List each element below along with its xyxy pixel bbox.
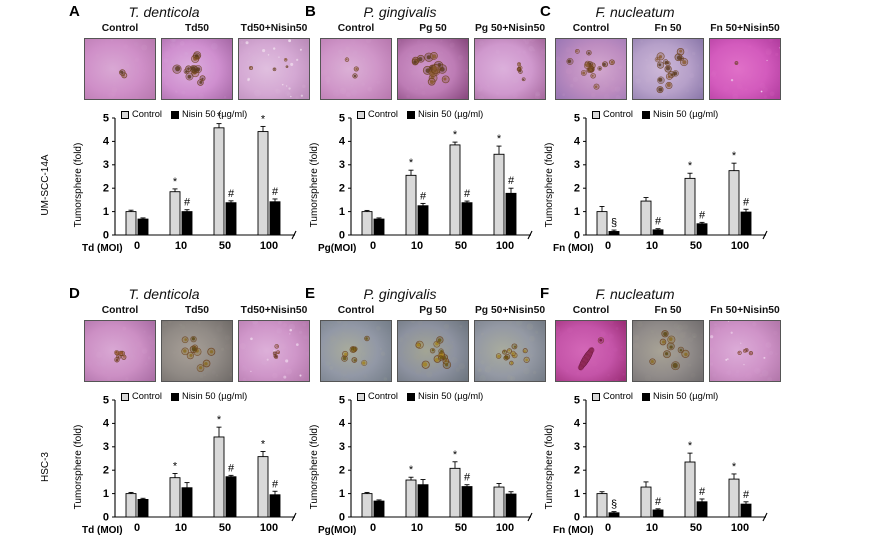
svg-text:5: 5: [574, 394, 580, 406]
svg-text:50: 50: [219, 240, 231, 252]
svg-text:5: 5: [103, 112, 109, 124]
svg-text:1: 1: [103, 206, 109, 218]
svg-text:5: 5: [339, 394, 345, 406]
svg-text:#: #: [743, 196, 750, 208]
svg-text:*: *: [688, 160, 693, 172]
svg-text:2: 2: [103, 183, 109, 195]
svg-text:0: 0: [103, 511, 109, 523]
svg-text:*: *: [173, 176, 178, 188]
svg-text:2: 2: [574, 465, 580, 477]
svg-text:10: 10: [646, 522, 658, 534]
svg-text:4: 4: [574, 136, 581, 148]
svg-text:#: #: [655, 496, 662, 508]
svg-text:50: 50: [690, 240, 702, 252]
svg-text:2: 2: [103, 465, 109, 477]
svg-text:4: 4: [339, 418, 346, 430]
svg-text:0: 0: [134, 240, 140, 252]
svg-text:*: *: [173, 460, 178, 472]
svg-text:#: #: [464, 188, 471, 200]
svg-text:0: 0: [574, 229, 580, 241]
svg-text:4: 4: [339, 136, 346, 148]
svg-text:0: 0: [370, 240, 376, 252]
svg-text:1: 1: [103, 488, 109, 500]
svg-text:#: #: [464, 472, 471, 484]
svg-text:0: 0: [339, 511, 345, 523]
svg-text:3: 3: [339, 441, 345, 453]
svg-text:#: #: [655, 216, 662, 228]
svg-text:10: 10: [646, 240, 658, 252]
svg-text:2: 2: [339, 465, 345, 477]
svg-text:*: *: [732, 150, 737, 162]
svg-text:5: 5: [339, 112, 345, 124]
svg-text:4: 4: [103, 136, 110, 148]
svg-text:2: 2: [574, 183, 580, 195]
svg-text:*: *: [217, 111, 222, 123]
svg-text:#: #: [743, 489, 750, 501]
svg-text:0: 0: [339, 229, 345, 241]
svg-text:0: 0: [574, 511, 580, 523]
svg-text:50: 50: [219, 522, 231, 534]
svg-text:0: 0: [103, 229, 109, 241]
svg-text:4: 4: [103, 418, 110, 430]
svg-text:§: §: [611, 499, 617, 511]
svg-text:10: 10: [411, 522, 423, 534]
svg-text:1: 1: [339, 488, 345, 500]
svg-text:5: 5: [103, 394, 109, 406]
svg-text:*: *: [732, 461, 737, 473]
svg-text:*: *: [217, 414, 222, 426]
svg-text:3: 3: [339, 159, 345, 171]
svg-text:10: 10: [175, 522, 187, 534]
svg-text:*: *: [688, 440, 693, 452]
svg-text:§: §: [611, 217, 617, 229]
svg-text:50: 50: [455, 240, 467, 252]
svg-text:0: 0: [134, 522, 140, 534]
svg-text:3: 3: [103, 441, 109, 453]
svg-text:*: *: [409, 464, 414, 476]
svg-text:*: *: [409, 157, 414, 169]
svg-text:#: #: [184, 197, 191, 209]
svg-text:0: 0: [370, 522, 376, 534]
svg-text:1: 1: [574, 488, 580, 500]
svg-text:0: 0: [605, 240, 611, 252]
svg-text:2: 2: [339, 183, 345, 195]
svg-text:3: 3: [103, 159, 109, 171]
svg-text:#: #: [228, 188, 235, 200]
svg-text:#: #: [420, 190, 427, 202]
svg-text:3: 3: [574, 441, 580, 453]
svg-text:10: 10: [175, 240, 187, 252]
svg-text:1: 1: [574, 206, 580, 218]
svg-text:100: 100: [731, 522, 749, 534]
svg-text:5: 5: [574, 112, 580, 124]
svg-text:*: *: [453, 449, 458, 461]
svg-text:3: 3: [574, 159, 580, 171]
svg-text:50: 50: [690, 522, 702, 534]
svg-text:4: 4: [574, 418, 581, 430]
svg-text:#: #: [699, 209, 706, 221]
svg-text:*: *: [453, 129, 458, 141]
svg-text:100: 100: [731, 240, 749, 252]
svg-text:50: 50: [455, 522, 467, 534]
svg-text:0: 0: [605, 522, 611, 534]
svg-text:#: #: [228, 462, 235, 474]
svg-text:10: 10: [411, 240, 423, 252]
svg-text:#: #: [699, 486, 706, 498]
svg-text:1: 1: [339, 206, 345, 218]
